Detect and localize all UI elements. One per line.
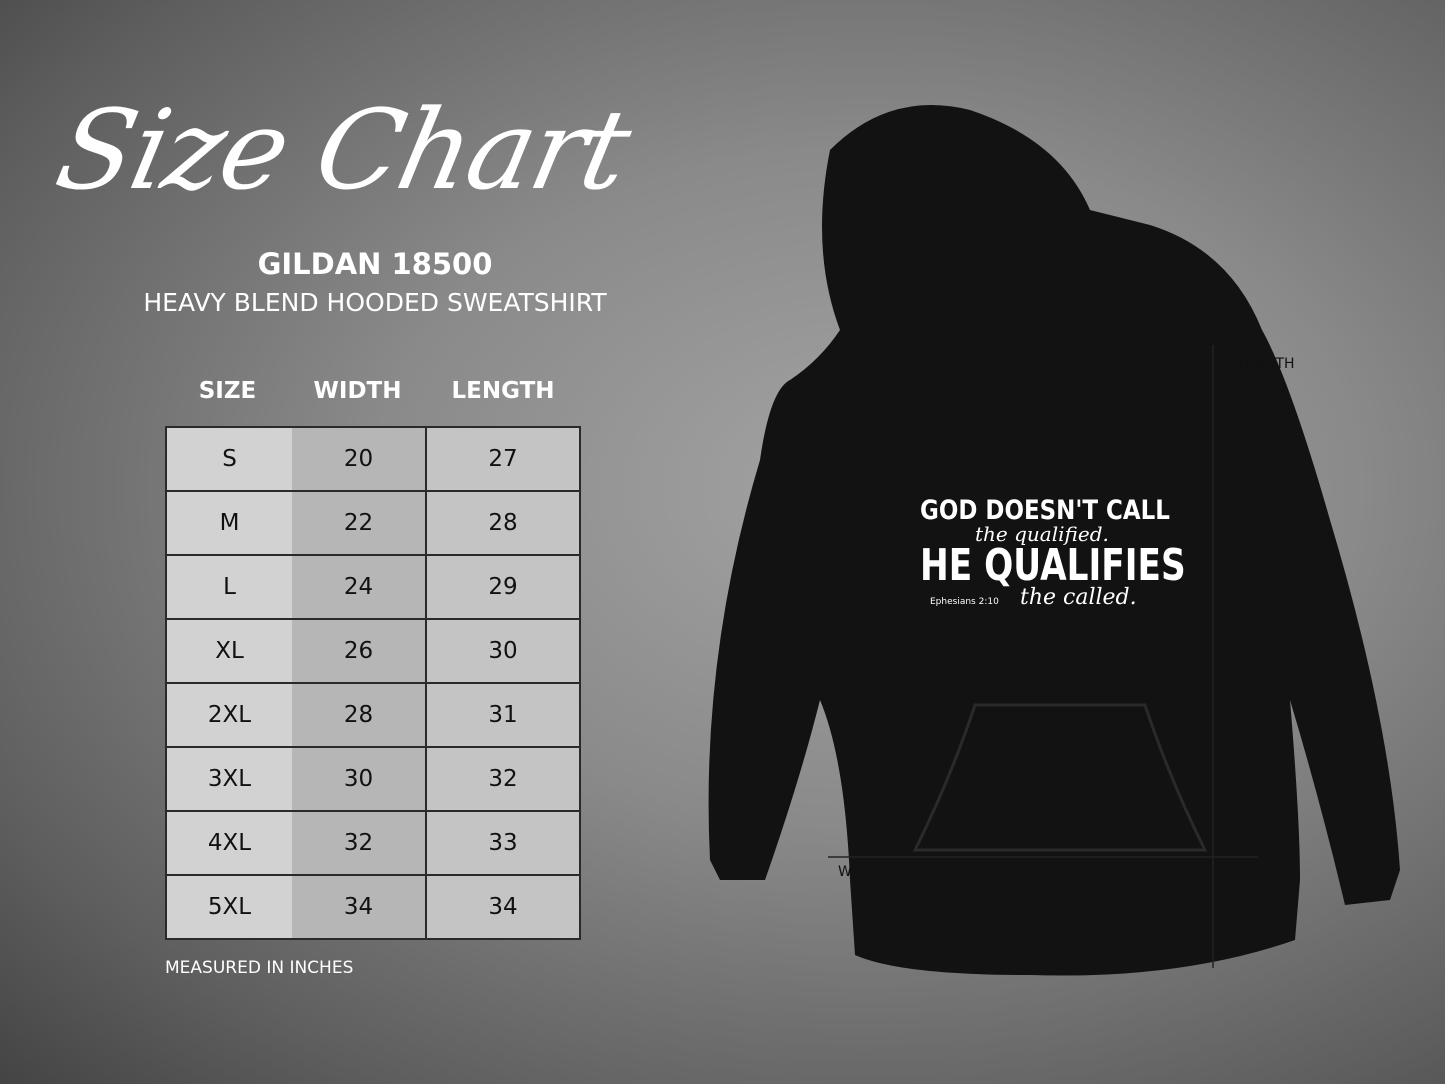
size-cell: 2XL — [165, 682, 292, 748]
hoodie-body — [708, 105, 1400, 976]
table-row: S 20 27 — [165, 426, 581, 492]
width-cell: 28 — [292, 682, 427, 748]
size-cell: L — [165, 554, 292, 620]
header-length: LENGTH — [451, 378, 555, 404]
width-cell: 24 — [292, 554, 427, 620]
header-size: SIZE — [198, 378, 257, 404]
table-row: 2XL 28 31 — [165, 682, 581, 748]
length-cell: 32 — [425, 746, 581, 812]
size-cell: XL — [165, 618, 292, 684]
size-cell: S — [165, 426, 292, 492]
size-table: S 20 27 M 22 28 L 24 29 XL 26 30 2XL 28 31 3XL 30 32 4XL 32… — [165, 426, 581, 940]
table-row: 3XL 30 32 — [165, 746, 581, 812]
length-cell: 33 — [425, 810, 581, 876]
width-cell: 34 — [292, 874, 427, 940]
length-cell: 27 — [425, 426, 581, 492]
length-label: LENGTH — [1238, 356, 1295, 372]
length-cell: 30 — [425, 618, 581, 684]
length-cell: 34 — [425, 874, 581, 940]
length-cell: 28 — [425, 490, 581, 556]
print-line-4: the called. — [1020, 585, 1137, 610]
units-note: MEASURED IN INCHES — [165, 958, 354, 978]
size-cell: M — [165, 490, 292, 556]
width-cell: 32 — [292, 810, 427, 876]
length-cell: 29 — [425, 554, 581, 620]
table-row: M 22 28 — [165, 490, 581, 556]
print-line-3: HE QUALIFIES — [920, 540, 1186, 591]
width-label: WIDTH — [838, 864, 886, 880]
length-cell: 31 — [425, 682, 581, 748]
width-cell: 30 — [292, 746, 427, 812]
product-description: HEAVY BLEND HOODED SWEATSHIRT — [143, 288, 607, 317]
table-row: L 24 29 — [165, 554, 581, 620]
hoodie-pocket — [912, 703, 1208, 852]
table-row: XL 26 30 — [165, 618, 581, 684]
width-cell: 20 — [292, 426, 427, 492]
table-row: 5XL 34 34 — [165, 874, 581, 940]
print-reference: Ephesians 2:10 — [930, 597, 999, 607]
size-cell: 3XL — [165, 746, 292, 812]
print-line-2: the qualified. — [975, 522, 1109, 546]
width-cell: 22 — [292, 490, 427, 556]
product-model: GILDAN 18500 — [257, 247, 493, 281]
size-cell: 4XL — [165, 810, 292, 876]
print-line-1: GOD DOESN'T CALL — [920, 495, 1170, 526]
hoodie-print: GOD DOESN'T CALL the qualified. HE QUALI… — [920, 495, 1186, 621]
header-width: WIDTH — [313, 378, 402, 404]
size-cell: 5XL — [165, 874, 292, 940]
table-row: 4XL 32 33 — [165, 810, 581, 876]
width-cell: 26 — [292, 618, 427, 684]
